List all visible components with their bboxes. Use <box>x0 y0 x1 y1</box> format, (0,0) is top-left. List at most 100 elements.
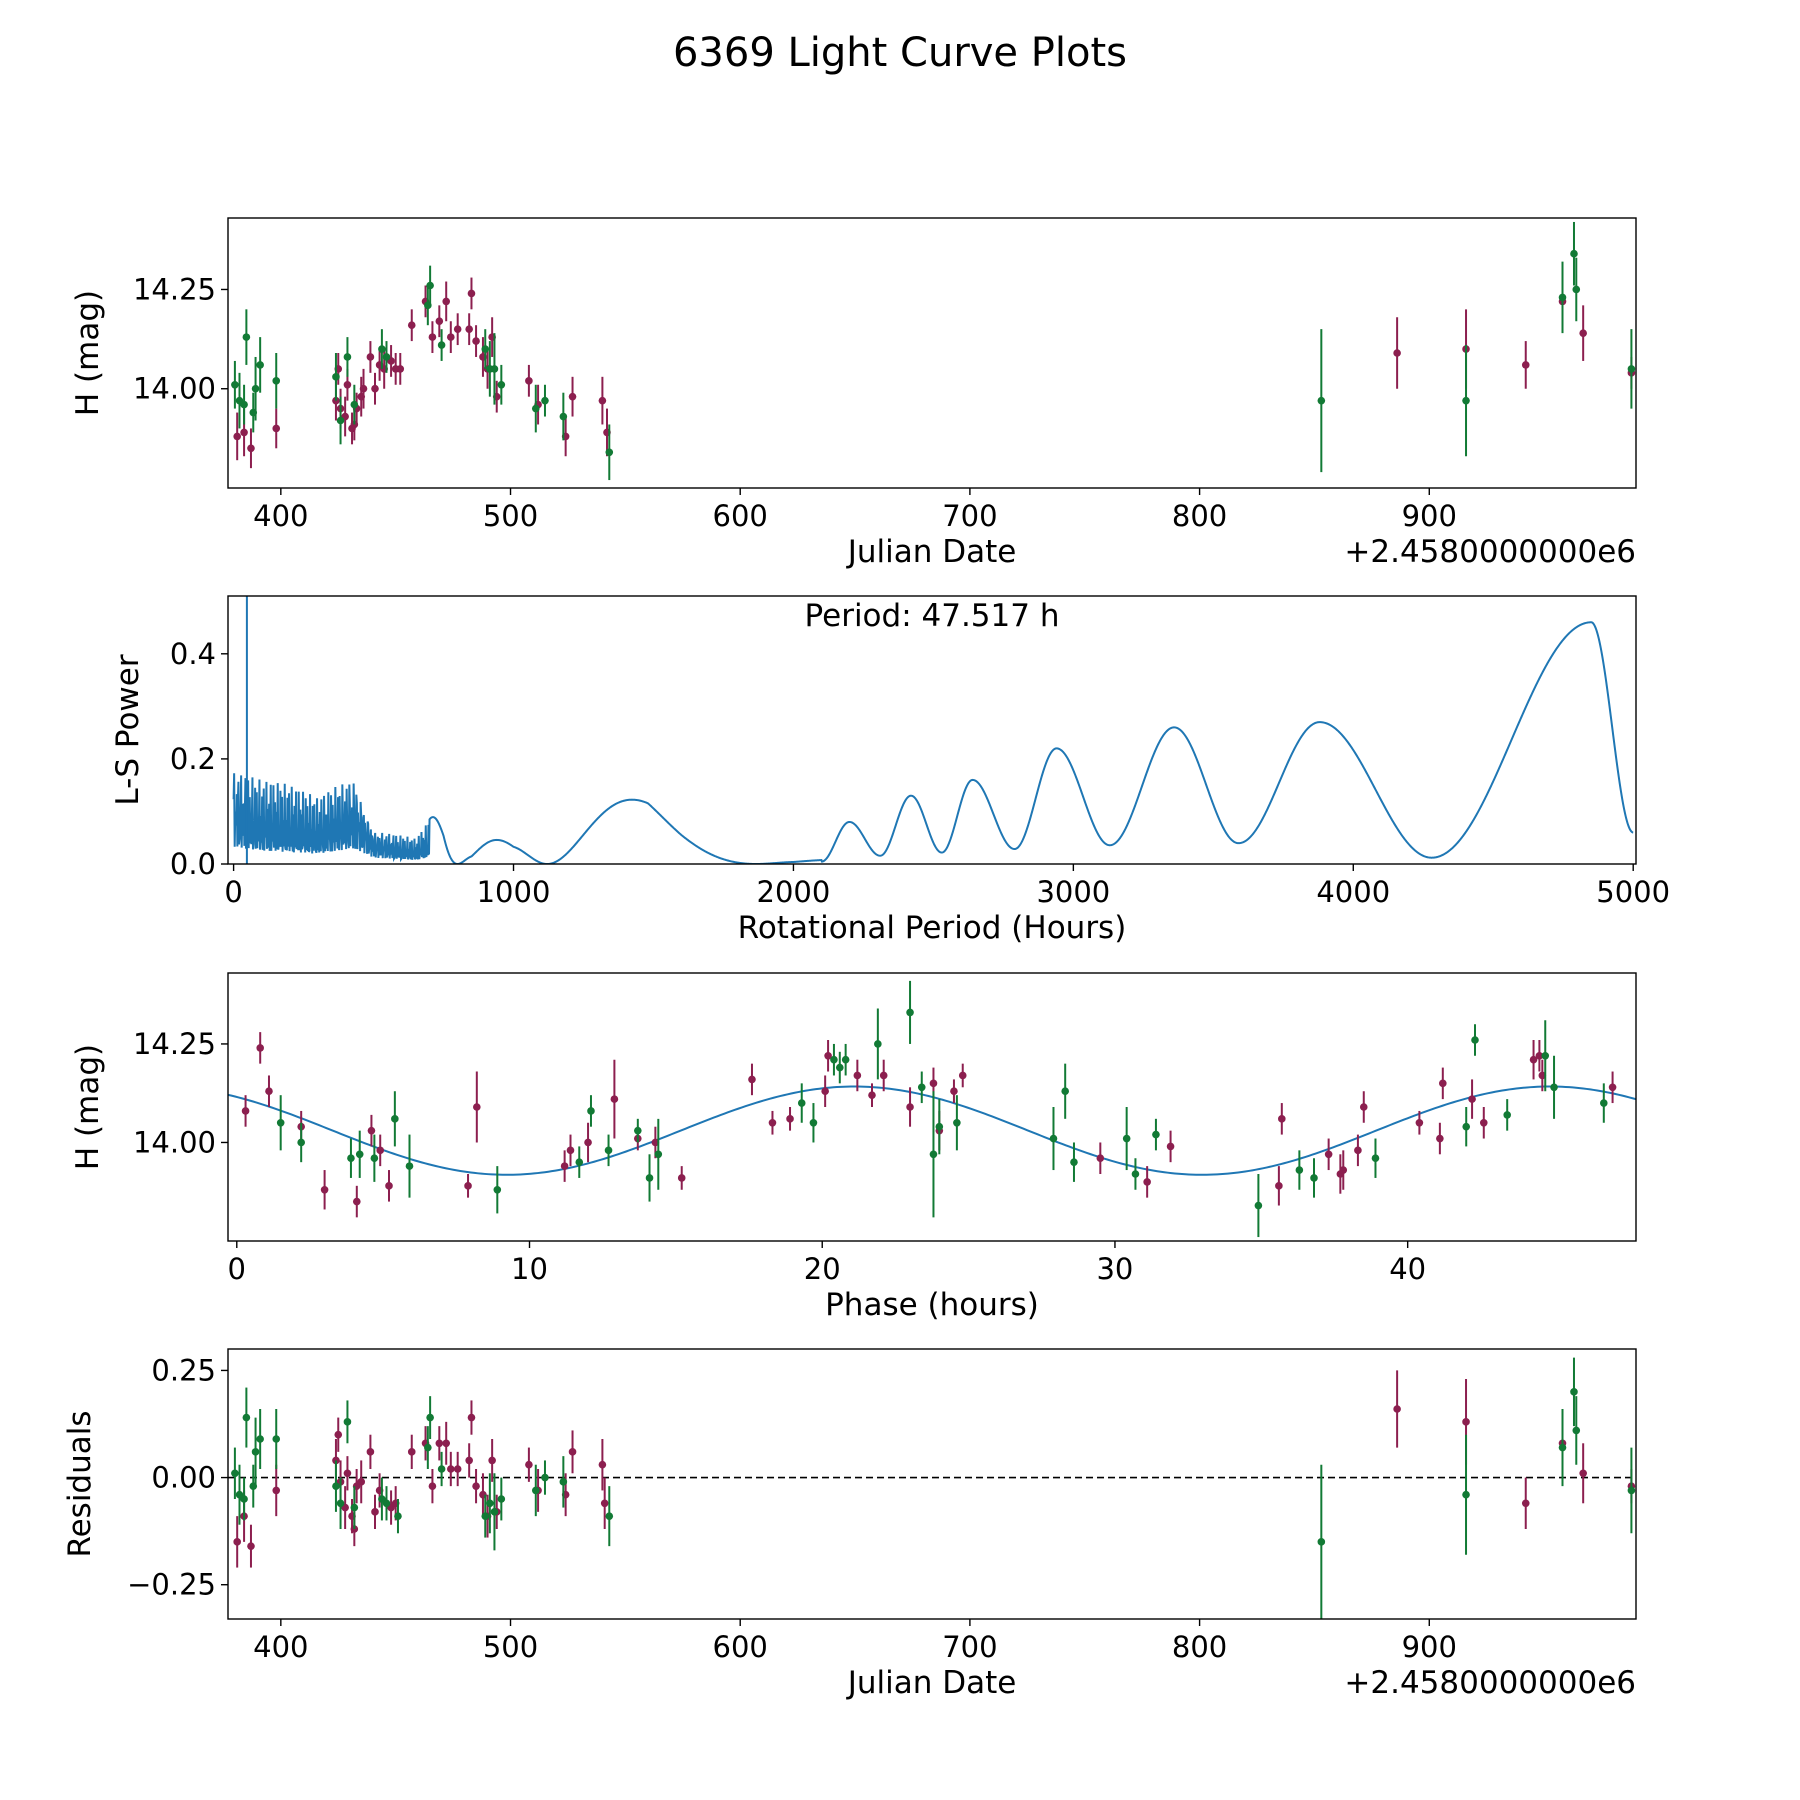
data-marker <box>651 1138 660 1147</box>
phase-point-red <box>824 1040 832 1072</box>
res-point-red <box>598 1439 607 1491</box>
data-marker <box>1503 1111 1512 1119</box>
data-marker <box>1061 1087 1069 1096</box>
data-marker <box>1096 1154 1105 1163</box>
phase-point-red <box>853 1059 862 1092</box>
res-x-axis-label: Julian Date <box>846 1665 1017 1701</box>
data-marker <box>1317 396 1326 405</box>
x-tick-label: 800 <box>1172 1630 1227 1664</box>
data-marker <box>488 1456 496 1465</box>
lc-point-green <box>1558 261 1567 334</box>
phase-point-red <box>768 1110 777 1135</box>
res-point-green <box>1570 1357 1578 1427</box>
lc-point-green <box>240 384 248 425</box>
data-marker <box>950 1087 958 1096</box>
y-tick-label: 14.25 <box>133 1027 216 1061</box>
res-point-green <box>486 1473 494 1534</box>
phase-point-green <box>1310 1158 1318 1198</box>
lc-point-green <box>1627 329 1636 409</box>
data-marker <box>566 1146 575 1155</box>
data-marker <box>251 1448 260 1456</box>
data-marker <box>645 1174 654 1182</box>
x-tick-label: 2000 <box>757 875 831 909</box>
y-tick-label: 14.00 <box>133 372 216 406</box>
data-marker <box>879 1071 888 1080</box>
lc-point-green <box>378 329 386 369</box>
data-marker <box>1254 1201 1263 1210</box>
data-marker <box>240 400 248 409</box>
lc-point-green <box>559 392 568 441</box>
data-marker <box>297 1138 305 1147</box>
data-marker <box>320 1185 329 1194</box>
data-marker <box>1570 1388 1578 1396</box>
res-point-red <box>341 1486 349 1529</box>
data-marker <box>371 384 379 393</box>
phase-point-green <box>645 1154 654 1202</box>
data-marker <box>1462 1418 1470 1426</box>
data-marker <box>1600 1099 1608 1107</box>
data-marker <box>1166 1142 1175 1151</box>
res-point-red <box>343 1456 352 1491</box>
data-marker <box>598 396 607 405</box>
data-marker <box>446 333 455 341</box>
x-tick-label: 500 <box>483 1630 538 1664</box>
phase-point-green <box>1131 1158 1140 1190</box>
res-point-red <box>1579 1443 1587 1504</box>
phase-point-red <box>821 1075 829 1107</box>
phase-point-red <box>1535 1040 1544 1072</box>
data-marker <box>405 1162 414 1170</box>
data-marker <box>428 1482 437 1490</box>
data-marker <box>472 1482 480 1490</box>
res-point-green <box>559 1456 568 1508</box>
lc-point-red <box>1393 317 1401 389</box>
lc-point-red <box>341 396 349 437</box>
data-marker <box>256 1435 264 1443</box>
x-tick-label: 600 <box>713 499 768 533</box>
phase-point-green <box>830 1043 838 1076</box>
phase-point-green <box>1471 1024 1479 1056</box>
data-marker <box>242 333 251 341</box>
x-tick-label: 900 <box>1402 1630 1457 1664</box>
data-marker <box>442 297 451 306</box>
data-marker <box>525 1460 533 1469</box>
data-marker <box>256 361 264 369</box>
data-marker <box>587 1107 595 1115</box>
data-marker <box>654 1150 663 1159</box>
x-tick-label: 500 <box>483 499 538 533</box>
phase-point-red <box>906 1087 914 1127</box>
phase-point-red <box>868 1083 876 1107</box>
period-annotation: Period: 47.517 h <box>805 598 1060 634</box>
data-marker <box>437 1465 446 1473</box>
data-marker <box>357 1478 366 1486</box>
phase-y-axis-label: H (mag) <box>70 1044 106 1170</box>
data-marker <box>1122 1134 1131 1143</box>
phase-point-green <box>1152 1118 1160 1151</box>
y-tick-label: 0.00 <box>151 1461 216 1495</box>
lc-point-green <box>426 265 434 306</box>
phase-point-green <box>906 980 914 1044</box>
lc-point-green <box>490 333 499 405</box>
data-marker <box>1538 1071 1547 1080</box>
data-marker <box>352 1197 361 1206</box>
data-marker <box>497 1495 506 1503</box>
phase-point-green <box>1070 1142 1078 1182</box>
res-point-red <box>334 1417 343 1452</box>
data-marker <box>531 404 540 413</box>
phase-point-green <box>935 1099 944 1155</box>
lc-point-red <box>598 376 607 425</box>
phase-point-green <box>1600 1083 1608 1123</box>
phase-point-green <box>1371 1138 1380 1178</box>
res-point-green <box>343 1400 352 1444</box>
data-marker <box>437 341 446 349</box>
light-curve-panel: 400 500 600 700 800 900 14.00 14.25 Julian Date H… <box>70 217 1637 570</box>
res-point-green <box>605 1486 614 1547</box>
data-marker <box>1359 1103 1368 1111</box>
lc-point-red <box>467 277 476 310</box>
res-point-green <box>240 1477 248 1521</box>
phase-point-red <box>560 1150 569 1182</box>
data-marker <box>347 1154 355 1163</box>
phase-point-green <box>953 1095 961 1151</box>
data-marker <box>464 1182 472 1190</box>
x-tick-label: 1000 <box>477 875 551 909</box>
data-marker <box>1324 1150 1333 1159</box>
